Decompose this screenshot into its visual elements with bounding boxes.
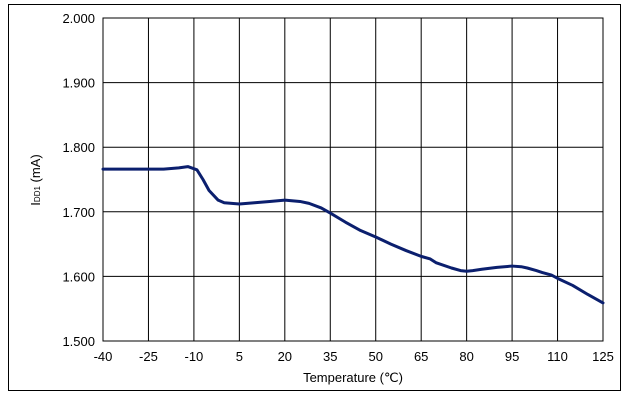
x-axis-label: Temperature (℃) xyxy=(303,370,403,385)
y-tick-label: 2.000 xyxy=(62,11,95,26)
series-line xyxy=(101,165,605,305)
x-tick-label: 65 xyxy=(414,349,428,364)
x-tick-label: 5 xyxy=(236,349,243,364)
x-tick-label: 35 xyxy=(323,349,337,364)
x-tick-label: 50 xyxy=(368,349,382,364)
x-tick-label: 95 xyxy=(505,349,519,364)
y-axis-label-unit: (mA) xyxy=(28,154,43,186)
y-tick-label: 1.900 xyxy=(62,76,95,91)
chart-outer-frame xyxy=(8,4,621,391)
x-tick-label: -40 xyxy=(94,349,113,364)
x-tick-label: 20 xyxy=(278,349,292,364)
x-tick-label: 110 xyxy=(547,349,568,364)
x-tick-labels: -40 -25 -10 5 20 35 50 65 80 95 110 125 xyxy=(94,349,614,364)
x-tick-label: -25 xyxy=(139,349,158,364)
y-tick-label: 1.800 xyxy=(62,140,95,155)
plot-area-border xyxy=(102,17,604,342)
x-tick-label: 125 xyxy=(592,349,614,364)
y-tick-label: 1.700 xyxy=(62,205,95,220)
y-tick-labels: 1.500 1.600 1.700 1.800 1.900 2.000 xyxy=(62,11,95,349)
x-tick-label: 80 xyxy=(459,349,473,364)
x-tick-label: -10 xyxy=(185,349,204,364)
y-tick-label: 1.500 xyxy=(62,334,95,349)
y-axis-label-main: I xyxy=(28,202,43,206)
y-tick-label: 1.600 xyxy=(62,269,95,284)
y-axis-label-subscript: DD1 xyxy=(33,186,42,203)
y-axis-label: IDD1 (mA) xyxy=(28,154,43,205)
